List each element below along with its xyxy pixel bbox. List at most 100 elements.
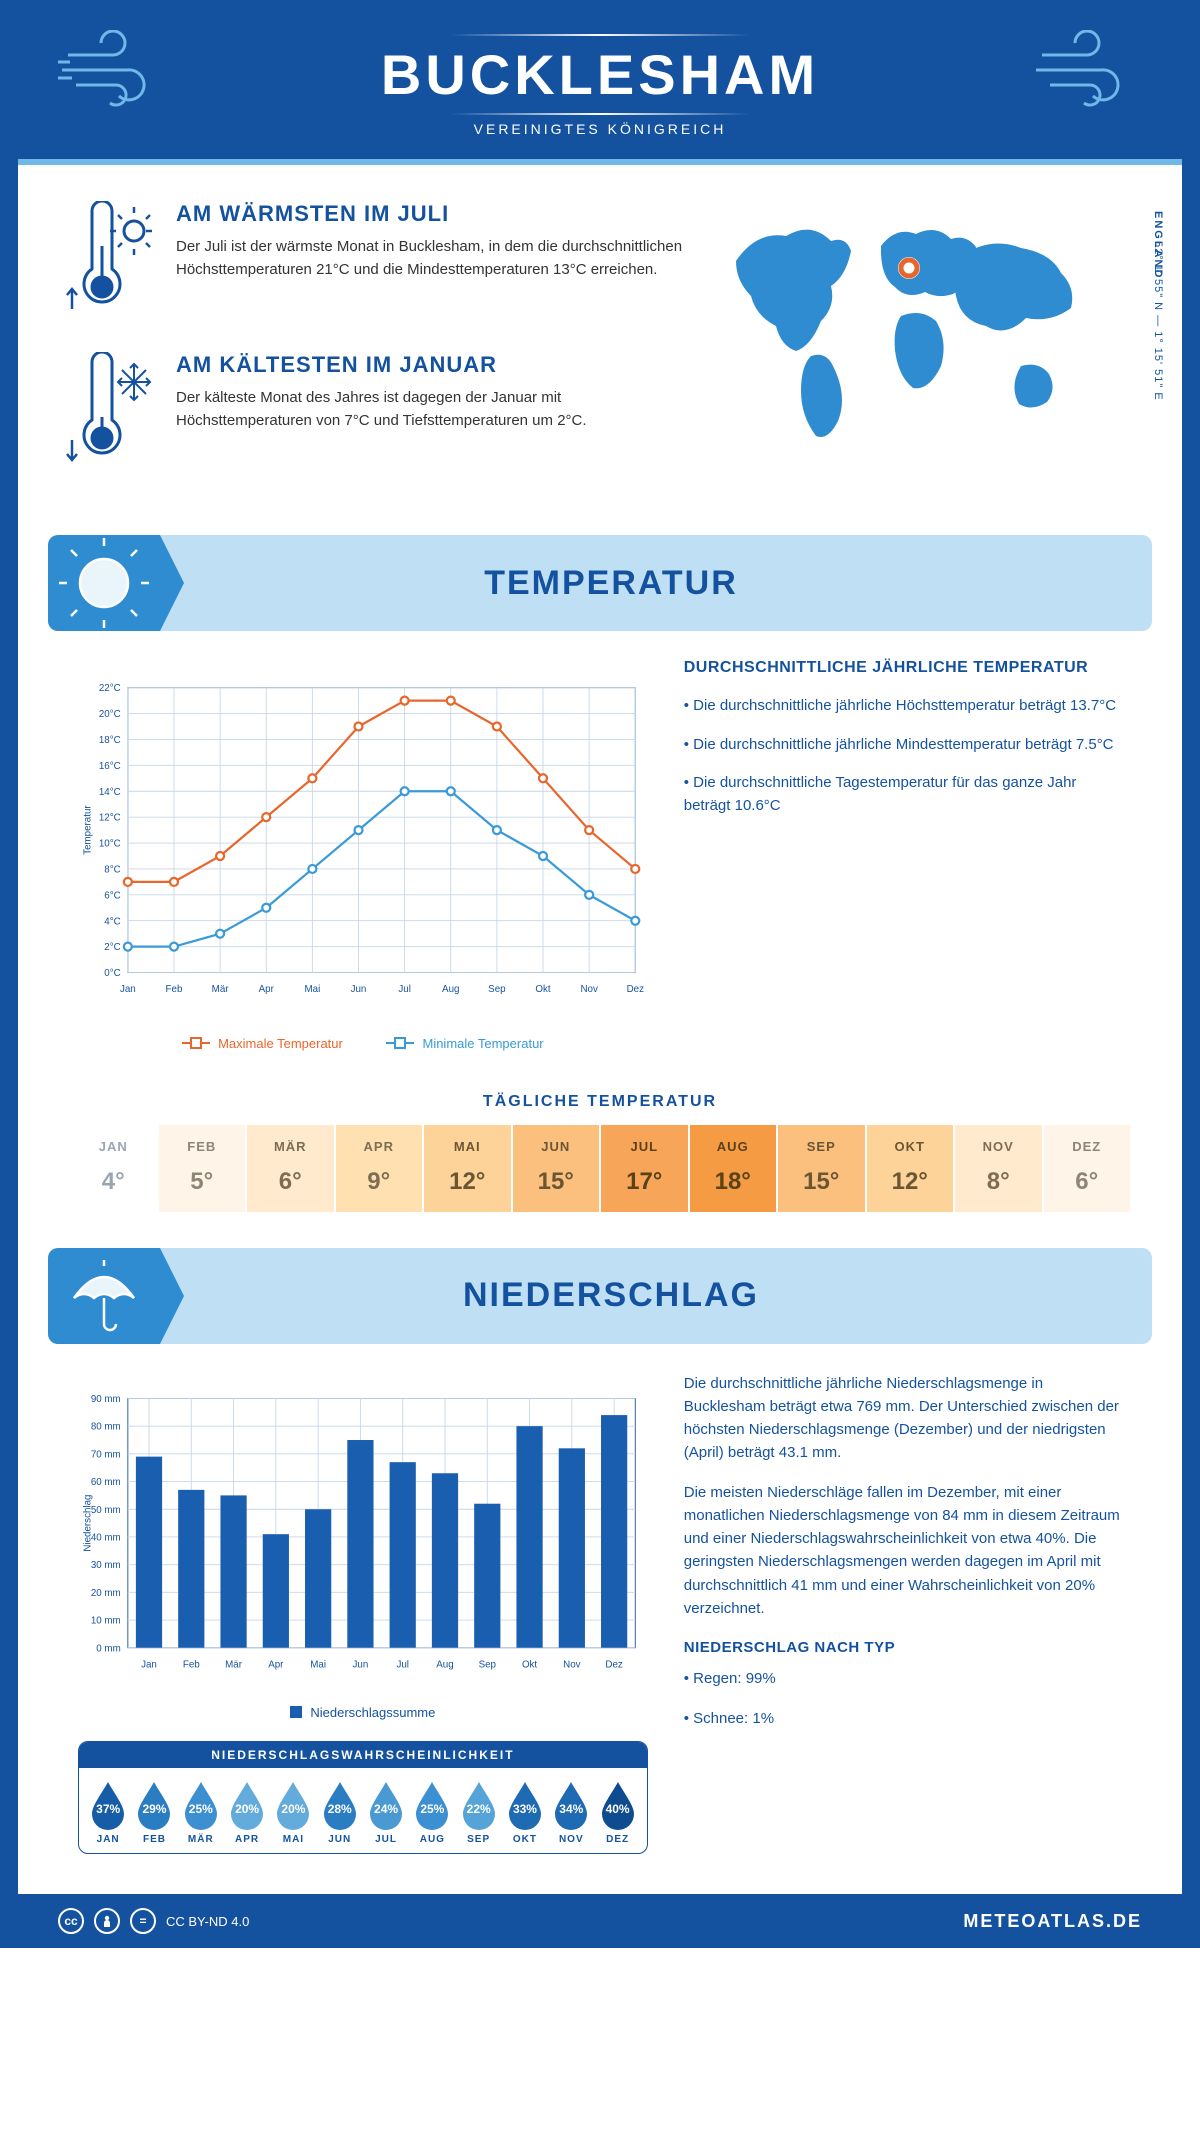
prob-cell: 40% DEZ xyxy=(594,1780,640,1845)
wind-icon xyxy=(1032,30,1142,110)
svg-text:Niederschlag: Niederschlag xyxy=(82,1494,93,1551)
svg-text:Nov: Nov xyxy=(563,1659,581,1670)
daily-cell: APR 9° xyxy=(336,1125,423,1212)
svg-text:50 mm: 50 mm xyxy=(91,1504,121,1515)
temp-bullet: • Die durchschnittliche Tagestemperatur … xyxy=(684,772,1122,817)
svg-text:16°C: 16°C xyxy=(99,761,121,772)
svg-text:40 mm: 40 mm xyxy=(91,1532,121,1543)
prob-cell: 25% AUG xyxy=(409,1780,455,1845)
line-chart: 0°C2°C4°C6°C8°C10°C12°C14°C16°C18°C20°C2… xyxy=(78,659,648,1019)
svg-text:Feb: Feb xyxy=(166,984,183,995)
sun-icon xyxy=(59,538,149,628)
precip-type-bullet: • Regen: 99% xyxy=(684,1667,1122,1690)
svg-text:12°C: 12°C xyxy=(99,813,121,824)
raindrop-icon: 20% xyxy=(227,1780,267,1830)
raindrop-icon: 20% xyxy=(273,1780,313,1830)
precipitation-info: Die durchschnittliche jährliche Niedersc… xyxy=(684,1372,1122,1855)
svg-text:Feb: Feb xyxy=(183,1659,200,1670)
coldest-text: Der kälteste Monat des Jahres ist dagege… xyxy=(176,386,686,433)
svg-text:Jan: Jan xyxy=(120,984,136,995)
raindrop-icon: 29% xyxy=(134,1780,174,1830)
temperature-title: TEMPERATUR xyxy=(160,564,1152,603)
prob-cell: 22% SEP xyxy=(456,1780,502,1845)
svg-text:Aug: Aug xyxy=(442,984,459,995)
probability-box: NIEDERSCHLAGSWAHRSCHEINLICHKEIT 37% JAN … xyxy=(78,1741,648,1854)
svg-text:90 mm: 90 mm xyxy=(91,1394,121,1405)
precipitation-banner: NIEDERSCHLAG xyxy=(48,1248,1152,1344)
probability-title: NIEDERSCHLAGSWAHRSCHEINLICHKEIT xyxy=(79,1742,647,1768)
bar-chart: 0 mm 10 mm 20 mm 30 mm 40 mm 50 mm 60 mm 70 mm 8… xyxy=(78,1372,648,1692)
svg-text:Mär: Mär xyxy=(212,984,230,995)
raindrop-icon: 24% xyxy=(366,1780,406,1830)
svg-text:Okt: Okt xyxy=(535,984,550,995)
daily-cell: DEZ 6° xyxy=(1044,1125,1131,1212)
svg-text:Mär: Mär xyxy=(225,1659,243,1670)
svg-text:Temperatur: Temperatur xyxy=(82,805,93,855)
umbrella-icon xyxy=(64,1256,144,1336)
prob-cell: 25% MÄR xyxy=(178,1780,224,1845)
by-icon xyxy=(94,1908,120,1934)
svg-text:22°C: 22°C xyxy=(99,683,121,694)
prob-cell: 33% OKT xyxy=(502,1780,548,1845)
page-title: BUCKLESHAM xyxy=(18,42,1182,107)
svg-text:Apr: Apr xyxy=(259,984,275,995)
daily-cell: MÄR 6° xyxy=(247,1125,334,1212)
svg-text:4°C: 4°C xyxy=(104,916,120,927)
prob-cell: 24% JUL xyxy=(363,1780,409,1845)
svg-text:30 mm: 30 mm xyxy=(91,1560,121,1571)
raindrop-icon: 22% xyxy=(459,1780,499,1830)
daily-cell: FEB 5° xyxy=(159,1125,246,1212)
temp-bullet: • Die durchschnittliche jährliche Höchst… xyxy=(684,695,1122,718)
daily-cell: OKT 12° xyxy=(867,1125,954,1212)
svg-text:10 mm: 10 mm xyxy=(91,1615,121,1626)
svg-text:Apr: Apr xyxy=(268,1659,284,1670)
svg-text:Jun: Jun xyxy=(353,1659,369,1670)
temperature-info: DURCHSCHNITTLICHE JÄHRLICHE TEMPERATUR •… xyxy=(684,659,1122,1051)
raindrop-icon: 25% xyxy=(181,1780,221,1830)
daily-cell: JAN 4° xyxy=(70,1125,157,1212)
svg-text:0°C: 0°C xyxy=(104,968,120,979)
svg-text:6°C: 6°C xyxy=(104,890,120,901)
raindrop-icon: 40% xyxy=(598,1780,638,1830)
daily-temp-table: JAN 4° FEB 5° MÄR 6° APR 9° MAI 12° JUN … xyxy=(70,1125,1130,1212)
daily-cell: MAI 12° xyxy=(424,1125,511,1212)
warmest-fact: AM WÄRMSTEN IM JULI Der Juli ist der wär… xyxy=(64,201,686,326)
precip-type-title: NIEDERSCHLAG NACH TYP xyxy=(684,1636,1122,1659)
warmest-title: AM WÄRMSTEN IM JULI xyxy=(176,201,686,227)
raindrop-icon: 37% xyxy=(88,1780,128,1830)
precip-type-bullet: • Schnee: 1% xyxy=(684,1707,1122,1730)
world-map-icon xyxy=(716,201,1106,451)
page-subtitle: VEREINIGTES KÖNIGREICH xyxy=(18,121,1182,137)
svg-text:80 mm: 80 mm xyxy=(91,1421,121,1432)
svg-text:Dez: Dez xyxy=(627,984,645,995)
warmest-text: Der Juli ist der wärmste Monat in Buckle… xyxy=(176,235,686,282)
precip-p2: Die meisten Niederschläge fallen im Deze… xyxy=(684,1481,1122,1621)
footer: cc = CC BY-ND 4.0 METEOATLAS.DE xyxy=(18,1894,1182,1948)
svg-text:Jul: Jul xyxy=(396,1659,409,1670)
daily-cell: JUL 17° xyxy=(601,1125,688,1212)
daily-cell: SEP 15° xyxy=(778,1125,865,1212)
svg-text:Dez: Dez xyxy=(605,1659,623,1670)
prob-cell: 20% MAI xyxy=(270,1780,316,1845)
precipitation-title: NIEDERSCHLAG xyxy=(160,1276,1152,1315)
raindrop-icon: 33% xyxy=(505,1780,545,1830)
prob-cell: 34% NOV xyxy=(548,1780,594,1845)
prob-cell: 29% FEB xyxy=(131,1780,177,1845)
svg-text:0 mm: 0 mm xyxy=(96,1643,120,1654)
svg-text:Jan: Jan xyxy=(141,1659,157,1670)
svg-text:70 mm: 70 mm xyxy=(91,1449,121,1460)
temperature-banner: TEMPERATUR xyxy=(48,535,1152,631)
prob-cell: 28% JUN xyxy=(317,1780,363,1845)
svg-text:Jun: Jun xyxy=(351,984,367,995)
svg-text:8°C: 8°C xyxy=(104,865,120,876)
svg-text:20 mm: 20 mm xyxy=(91,1587,121,1598)
svg-text:Jul: Jul xyxy=(398,984,411,995)
prob-cell: 37% JAN xyxy=(85,1780,131,1845)
thermometer-cold-icon xyxy=(64,352,154,472)
svg-text:18°C: 18°C xyxy=(99,735,121,746)
overview-section: AM WÄRMSTEN IM JULI Der Juli ist der wär… xyxy=(18,165,1182,527)
svg-text:Sep: Sep xyxy=(488,984,506,995)
svg-text:60 mm: 60 mm xyxy=(91,1477,121,1488)
svg-text:10°C: 10°C xyxy=(99,839,121,850)
svg-text:Mai: Mai xyxy=(304,984,320,995)
